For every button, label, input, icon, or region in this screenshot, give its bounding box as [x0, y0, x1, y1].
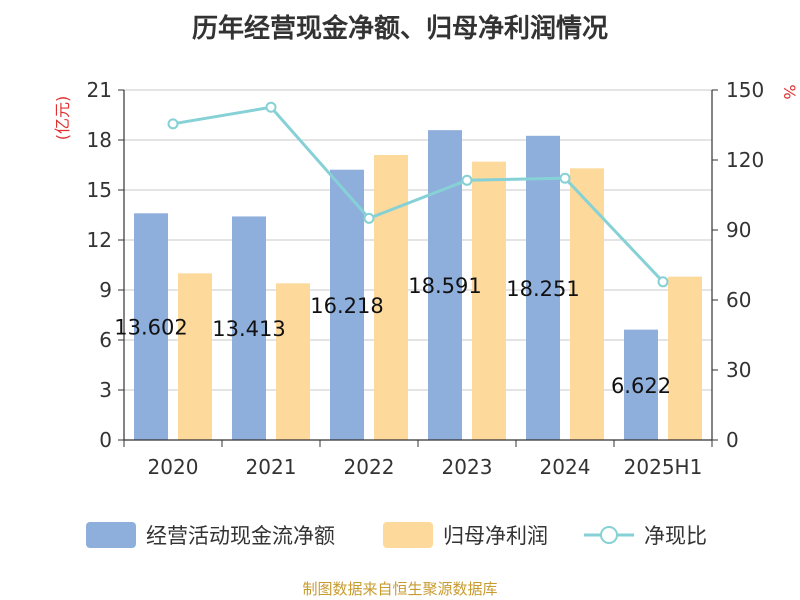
- legend-item: 经营活动现金流净额: [86, 522, 335, 548]
- bar-data-label: 13.413: [212, 317, 285, 341]
- y-right-tick-label: 150: [726, 78, 764, 102]
- x-tick-label: 2025H1: [624, 455, 703, 479]
- bar-operating-cash-flow: [232, 216, 266, 440]
- x-tick-label: 2024: [540, 455, 591, 479]
- y-left-tick-label: 6: [99, 328, 112, 352]
- bar-net-profit: [374, 155, 408, 440]
- bar-net-profit: [276, 283, 310, 440]
- y-left-tick-label: 21: [87, 78, 112, 102]
- legend-item: 净现比: [584, 524, 707, 548]
- legend-swatch-marker: [600, 526, 618, 544]
- bar-data-label: 16.218: [310, 294, 383, 318]
- x-tick-label: 2023: [442, 455, 493, 479]
- legend-label: 归母净利润: [443, 524, 548, 548]
- y-right-tick-label: 90: [726, 218, 751, 242]
- y-right-axis-label: %: [780, 84, 799, 99]
- ratio-point: [363, 212, 375, 224]
- y-left-tick-label: 9: [99, 278, 112, 302]
- x-tick-label: 2020: [148, 455, 199, 479]
- ratio-point: [167, 118, 179, 130]
- legend-label: 经营活动现金流净额: [146, 524, 335, 548]
- bar-data-label: 6.622: [611, 374, 671, 398]
- ratio-point: [265, 101, 277, 113]
- legend-swatch: [86, 522, 136, 548]
- bar-operating-cash-flow: [624, 329, 658, 440]
- legend-swatch: [383, 522, 433, 548]
- bar-data-label: 18.251: [506, 277, 579, 301]
- bar-operating-cash-flow: [526, 135, 560, 441]
- chart-title: 历年经营现金净额、归母净利润情况: [191, 14, 608, 44]
- bar-operating-cash-flow: [134, 213, 168, 440]
- bar-net-profit: [472, 161, 506, 440]
- bar-data-label: 18.591: [408, 274, 481, 298]
- ratio-line: [172, 105, 665, 283]
- bar-operating-cash-flow: [330, 169, 364, 440]
- y-left-tick-label: 15: [87, 178, 112, 202]
- y-left-axis-label: (亿元): [53, 96, 72, 141]
- y-right-tick-label: 0: [726, 428, 739, 452]
- y-right-tick-label: 60: [726, 288, 751, 312]
- legend-item: 归母净利润: [383, 522, 548, 548]
- bar-net-profit: [668, 276, 702, 440]
- ratio-point: [657, 276, 669, 288]
- data-source-note: 制图数据来自恒生聚源数据库: [302, 580, 498, 598]
- y-right-tick-label: 30: [726, 358, 751, 382]
- bar-data-label: 13.602: [114, 316, 187, 340]
- bar-net-profit: [570, 168, 604, 441]
- ratio-point: [559, 172, 571, 184]
- legend-label: 净现比: [644, 524, 707, 548]
- ratio-point: [461, 174, 473, 186]
- y-left-tick-label: 18: [87, 128, 112, 152]
- x-tick-label: 2022: [344, 455, 395, 479]
- y-left-tick-label: 12: [87, 228, 112, 252]
- x-tick-label: 2021: [246, 455, 297, 479]
- bar-operating-cash-flow: [428, 130, 462, 440]
- y-left-tick-label: 0: [99, 428, 112, 452]
- y-right-tick-label: 120: [726, 148, 764, 172]
- y-left-tick-label: 3: [99, 378, 112, 402]
- bar-net-profit: [178, 273, 212, 440]
